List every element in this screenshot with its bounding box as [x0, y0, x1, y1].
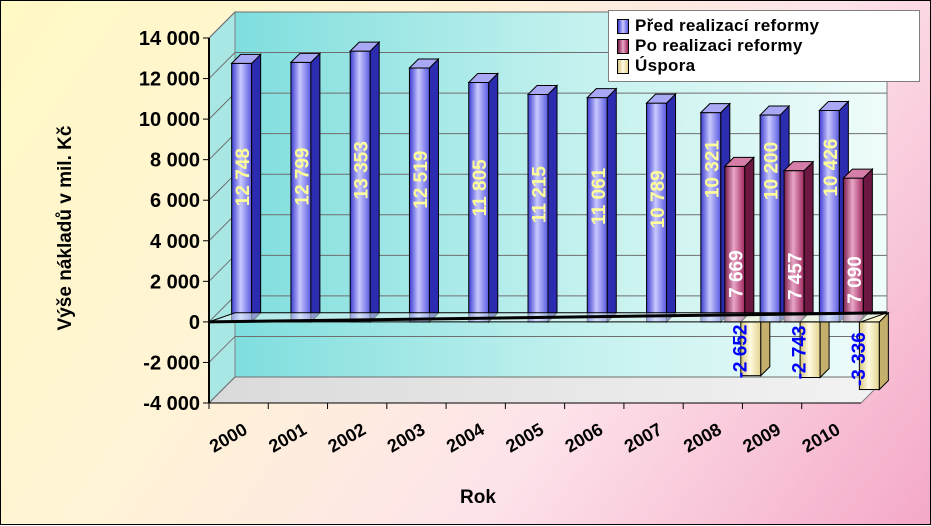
- side-wall: [208, 10, 236, 405]
- data-label: -3 336: [849, 332, 870, 386]
- bar-before-reform: [348, 40, 381, 324]
- data-label: 12 748: [233, 148, 254, 206]
- data-label: 12 519: [411, 151, 432, 209]
- bar-before-reform: [586, 87, 618, 324]
- x-tick-label: 2000: [206, 419, 251, 456]
- y-tick-label: 12 000: [139, 69, 200, 91]
- bar-before-reform: [289, 52, 322, 324]
- data-label: 7 090: [845, 256, 866, 304]
- legend-label: Úspora: [635, 56, 696, 75]
- legend: Před realizací reformy Po realizaci refo…: [608, 10, 920, 82]
- data-label: 11 805: [470, 159, 491, 216]
- legend-item: Po realizaci reformy: [617, 36, 919, 56]
- y-tick-label: -2 000: [143, 352, 200, 374]
- y-tick-label: 2 000: [150, 271, 200, 293]
- x-tick-label: 2010: [799, 419, 844, 456]
- gridline: [208, 335, 887, 363]
- data-label: -2 743: [790, 326, 811, 380]
- y-tick-label: 8 000: [150, 150, 200, 172]
- data-label: 13 353: [352, 141, 373, 199]
- legend-swatch-magenta: [617, 38, 629, 54]
- legend-label: Před realizací reformy: [635, 16, 820, 35]
- x-tick-label: 2008: [680, 419, 725, 456]
- legend-swatch-yellow: [617, 58, 629, 74]
- x-tick-label: 2001: [265, 419, 310, 456]
- data-label: 7 457: [786, 253, 807, 301]
- y-tick-label: 10 000: [139, 109, 200, 131]
- data-label: 10 789: [648, 170, 669, 228]
- bar-after-reform: [842, 167, 874, 324]
- x-tick-label: 2007: [621, 419, 666, 456]
- x-tick-label: 2004: [443, 419, 488, 456]
- data-label: 10 426: [821, 138, 842, 196]
- bar-before-reform: [408, 57, 440, 324]
- data-label: 7 669: [726, 250, 747, 298]
- data-label: 10 321: [702, 140, 723, 199]
- x-tick-label: 2005: [502, 419, 547, 456]
- x-tick-label: 2006: [562, 419, 607, 456]
- x-axis-line: [208, 311, 888, 324]
- data-label: -2 652: [730, 325, 751, 379]
- legend-swatch-blue: [617, 18, 629, 34]
- y-tick-label: 6 000: [150, 190, 200, 212]
- y-tick-label: -4 000: [143, 393, 200, 415]
- data-label: 10 200: [762, 142, 783, 200]
- gridline: [208, 376, 887, 404]
- bar-before-reform: [645, 92, 677, 324]
- x-tick-label: 2002: [325, 419, 370, 456]
- bar-before-reform: [467, 72, 499, 324]
- x-tick-label: 2009: [739, 419, 784, 456]
- legend-item: Před realizací reformy: [617, 16, 919, 36]
- data-label: 11 215: [530, 166, 551, 223]
- y-tick-label: 14 000: [139, 28, 200, 50]
- data-label: 12 799: [292, 147, 313, 205]
- y-axis-title: Výše nákladů v mil. Kč: [55, 125, 76, 330]
- legend-label: Po realizaci reformy: [635, 36, 803, 55]
- y-tick-label: 0: [189, 312, 200, 334]
- floor: [207, 376, 889, 404]
- x-axis-title: Rok: [460, 487, 496, 508]
- x-tick-label: 2003: [384, 419, 429, 456]
- y-tick-label: 4 000: [150, 231, 200, 253]
- data-label: 11 061: [589, 167, 610, 224]
- legend-item: Úspora: [617, 56, 919, 76]
